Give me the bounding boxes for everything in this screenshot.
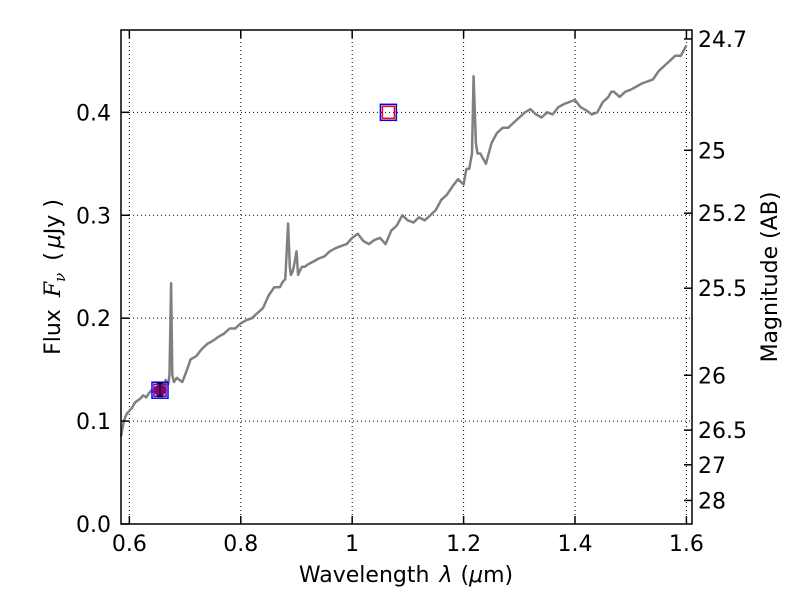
photometry-square-marker [381, 105, 396, 120]
x-tick-label: 0.6 [112, 532, 147, 557]
grid-lines [121, 30, 692, 525]
x-tick-label: 1.4 [558, 532, 593, 557]
y2-axis-label: Magnitude (AB) [758, 192, 783, 363]
y-tick-label: 0.0 [76, 513, 111, 538]
series-layer [119, 44, 688, 437]
y2-tick-label: 28 [698, 489, 726, 514]
y2-tick-label: 24.7 [698, 28, 747, 53]
y-axis-label: FluxFν(μJy ) [41, 199, 69, 355]
y2-tick-label: 27 [698, 454, 726, 479]
photometry-square-marker [379, 103, 398, 122]
markers-layer [151, 103, 398, 399]
y-tick-label: 0.4 [76, 101, 111, 126]
photometry-square-marker [151, 381, 169, 399]
y2-tick-label: 25 [698, 139, 726, 164]
spectrum-line [119, 44, 688, 437]
ticks-layer: 0.6 0.8 1 1.2 1.4 1.6 0.0 0.1 0.2 0.3 0.4 24.7 25 25.… [76, 28, 747, 557]
y2-tick-label: 26.5 [698, 419, 747, 444]
y-tick-label: 0.2 [76, 307, 111, 332]
plot-frame [120, 29, 693, 525]
y2-tick-label: 26 [698, 364, 726, 389]
x-tick-label: 1.6 [669, 532, 704, 557]
x-tick-label: 0.8 [223, 532, 258, 557]
x-axis-label: Wavelength λ (μm) [299, 563, 513, 588]
y2-tick-label: 25.2 [698, 202, 747, 227]
y-tick-label: 0.1 [76, 410, 111, 435]
x-tick-label: 1.2 [446, 532, 481, 557]
x-tick-label: 1 [345, 532, 359, 557]
y2-tick-label: 25.5 [698, 277, 747, 302]
y-tick-label: 0.3 [76, 204, 111, 229]
